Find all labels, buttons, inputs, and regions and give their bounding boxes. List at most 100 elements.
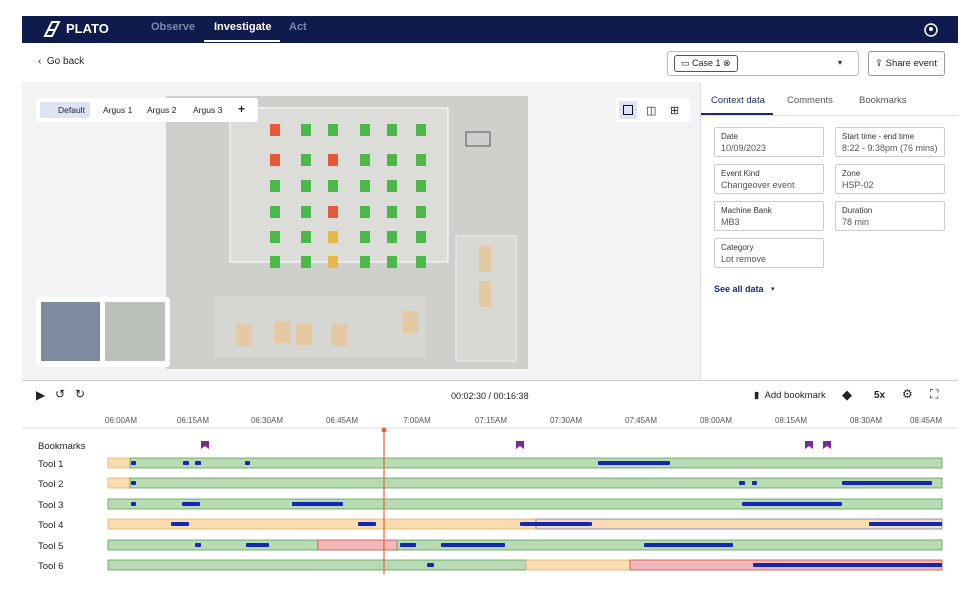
layers-button[interactable]: ◆ — [842, 387, 852, 402]
back-text: Go back — [46, 56, 85, 67]
play-button[interactable]: ▶ — [36, 388, 46, 402]
field-value: HSP-02 — [842, 180, 874, 190]
event-marker — [644, 543, 733, 547]
event-marker — [598, 461, 670, 465]
toolbar: ‹ Go back ▭ Case 1 ⊗ ▾ ⇪ Share event — [22, 43, 958, 83]
desk — [416, 124, 426, 136]
bookmark-flag[interactable] — [201, 441, 209, 449]
time-tick-label: 07:15AM — [475, 416, 507, 425]
camera-thumbnails — [36, 297, 170, 367]
panel-tab[interactable]: Context data — [711, 95, 765, 106]
time-tick-label: 08:15AM — [775, 416, 807, 425]
row-label: Bookmarks — [38, 441, 86, 452]
event-marker — [195, 543, 201, 547]
event-marker — [752, 481, 757, 485]
forward-button[interactable]: ↻ — [75, 387, 86, 401]
field-label: Duration — [842, 206, 873, 215]
desk — [328, 180, 338, 192]
add-bookmark-label: Add bookmark — [764, 390, 826, 401]
state-segment — [129, 477, 943, 489]
state-segment — [107, 559, 527, 571]
see-all-data[interactable]: See all data — [714, 284, 764, 294]
table — [274, 321, 290, 343]
thumbnail[interactable] — [105, 302, 165, 361]
desk — [328, 154, 338, 166]
field-value: 10/09/2023 — [721, 143, 767, 153]
add-bookmark[interactable]: ▮ Add bookmark — [754, 390, 826, 401]
event-marker — [427, 563, 434, 567]
desk — [270, 231, 280, 243]
settings-button[interactable]: ⚙ — [902, 387, 913, 401]
view-tab[interactable]: Default — [40, 102, 90, 118]
case-select[interactable]: ▭ Case 1 ⊗ ▾ — [667, 51, 859, 76]
desk — [387, 206, 397, 218]
see-all-arrow: ▾ — [771, 286, 775, 293]
event-marker — [869, 522, 942, 526]
bookmark-flag[interactable] — [516, 441, 524, 449]
desk — [387, 180, 397, 192]
time-tick-label: 06:00AM — [105, 416, 137, 425]
rewind-button[interactable]: ↺ — [55, 387, 66, 401]
view-tab[interactable]: Argus 2 — [147, 105, 177, 115]
viewer: Default Argus 1 Argus 2 Argus 3 + ◫ ⊞ — [22, 82, 700, 380]
panel-tab[interactable]: Comments — [787, 95, 833, 106]
event-marker — [520, 522, 592, 526]
case-chip[interactable]: ▭ Case 1 ⊗ — [674, 55, 738, 72]
bookmark-flag[interactable] — [805, 441, 813, 449]
thumbnail[interactable] — [41, 302, 100, 361]
speed-button[interactable]: 5x — [874, 390, 886, 401]
field-value: 78 min — [842, 217, 870, 227]
time-tick-label: 08:30AM — [850, 416, 882, 425]
desk — [360, 124, 370, 136]
field-value: 8:22 - 9:38pm (76 mins) — [842, 143, 938, 153]
panel-tab-divider — [701, 115, 959, 116]
field-label: Date — [721, 132, 738, 141]
view-tab[interactable]: Argus 1 — [103, 105, 133, 115]
table — [402, 311, 418, 333]
desk — [360, 206, 370, 218]
nav-tab[interactable]: Investigate — [214, 21, 272, 33]
desk — [328, 231, 338, 243]
back-link[interactable]: ‹ Go back — [38, 56, 85, 67]
desk — [416, 180, 426, 192]
event-marker — [842, 481, 932, 485]
active-tab-underline — [204, 40, 280, 42]
floor-plan — [166, 96, 528, 369]
time-tick-label: 07:45AM — [625, 416, 657, 425]
desk — [270, 180, 280, 192]
add-view[interactable]: + — [238, 102, 246, 116]
state-segment — [107, 477, 131, 489]
state-segment — [107, 498, 943, 510]
account-icon[interactable] — [924, 23, 938, 37]
desk — [360, 180, 370, 192]
nav-tab[interactable]: Act — [289, 21, 307, 33]
row-label: Tool 1 — [38, 459, 63, 470]
event-marker — [171, 522, 189, 526]
desk — [387, 124, 397, 136]
desk — [387, 231, 397, 243]
nav-tab[interactable]: Observe — [151, 21, 196, 33]
panel-tab[interactable]: Bookmarks — [859, 95, 907, 106]
desk — [270, 154, 280, 166]
state-segment — [525, 559, 631, 571]
playhead-knob[interactable] — [381, 427, 387, 433]
brand: PLATO — [66, 21, 109, 36]
share-button[interactable]: ⇪ Share event — [868, 51, 945, 76]
dropdown-arrow[interactable]: ▾ — [838, 58, 843, 67]
layout-grid[interactable]: ⊞ — [670, 105, 680, 117]
time-tick-label: 7:00AM — [403, 416, 431, 425]
event-marker — [183, 461, 189, 465]
divider — [22, 380, 958, 381]
bookmark-flag[interactable] — [823, 441, 831, 449]
table — [296, 323, 312, 345]
view-tab[interactable]: Argus 3 — [193, 105, 223, 115]
desk — [270, 206, 280, 218]
time-tick-label: 07:30AM — [550, 416, 582, 425]
time-display: 00:02:30 / 00:16:38 — [451, 391, 529, 401]
layout-split[interactable]: ◫ — [646, 105, 657, 117]
desk — [416, 206, 426, 218]
context-field: Start time - end time 8:22 - 9:38pm (76 m… — [835, 127, 945, 157]
table — [479, 246, 491, 272]
fullscreen-button[interactable]: ⛶ — [930, 387, 939, 401]
